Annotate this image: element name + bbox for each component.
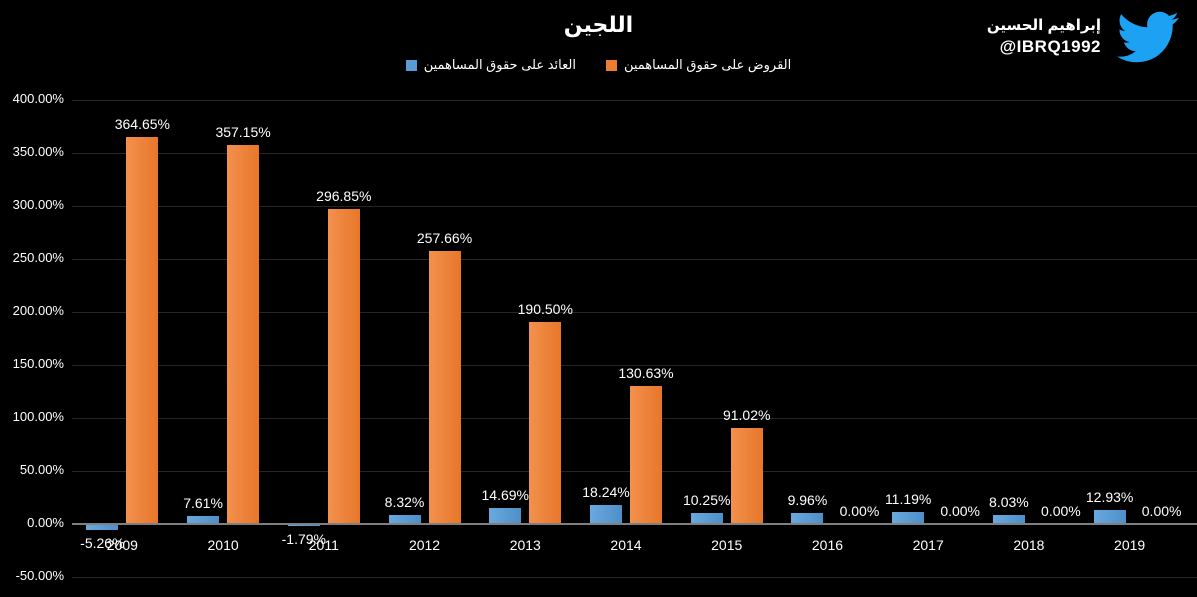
- data-label-loans-2017: 0.00%: [940, 503, 981, 519]
- author-name: إبراهيم الحسين: [986, 17, 1101, 34]
- legend-entry-roe: العائد على حقوق المساهمين: [405, 57, 576, 73]
- legend-label-roe: العائد على حقوق المساهمين: [423, 57, 576, 72]
- bar-loans-2009: [126, 137, 159, 524]
- data-label-roe-2013: 14.69%: [481, 487, 529, 504]
- data-label-loans-2014: 130.63%: [618, 364, 674, 381]
- data-label-loans-2015: 91.02%: [722, 406, 771, 423]
- y-axis-tick-label: -50.00%: [15, 568, 64, 583]
- data-label-roe-2009: -5.26%: [80, 534, 125, 551]
- x-axis-zero-line: [72, 523, 1197, 525]
- bar-loans-2015: [730, 427, 763, 524]
- x-axis-label-2012: 2012: [408, 537, 441, 553]
- data-label-roe-2016: 9.96%: [787, 492, 828, 509]
- data-label-roe-2019: 12.93%: [1085, 489, 1134, 506]
- twitter-bird-icon: [1109, 6, 1187, 68]
- data-label-roe-2017: 11.19%: [884, 491, 932, 508]
- y-axis-tick-label: 0.00%: [27, 515, 64, 530]
- y-axis-tick-label: 250.00%: [12, 250, 64, 265]
- data-label-roe-2012: 8.32%: [384, 494, 425, 511]
- x-axis-label-2017: 2017: [912, 537, 944, 553]
- y-axis-tick-label: 350.00%: [12, 144, 64, 159]
- bar-roe-2018: [992, 515, 1025, 524]
- y-axis-tick-label: 400.00%: [12, 91, 64, 106]
- x-axis-label-2019: 2019: [1114, 537, 1146, 553]
- legend-label-loans: القروض على حقوق المساهمين: [623, 57, 792, 72]
- gridline: [72, 259, 1197, 260]
- y-axis-tick-label: 150.00%: [12, 356, 64, 371]
- chart-title: اللجين: [563, 12, 634, 37]
- bar-loans-2012: [428, 250, 461, 524]
- x-axis-label-2009: 2009: [106, 537, 138, 553]
- bar-loans-2013: [529, 322, 562, 524]
- x-axis-label-2013: 2013: [509, 537, 541, 553]
- x-axis-label-2016: 2016: [811, 537, 844, 553]
- data-label-loans-2019: 0.00%: [1141, 503, 1182, 519]
- bar-loans-2014: [630, 385, 662, 524]
- data-label-loans-2012: 257.66%: [416, 229, 473, 246]
- data-label-loans-2016: 0.00%: [839, 503, 880, 519]
- bar-loans-2010: [227, 145, 260, 524]
- data-label-roe-2010: 7.61%: [183, 494, 223, 511]
- gridline: [72, 100, 1197, 101]
- gridline: [72, 312, 1197, 313]
- data-label-roe-2011: -1.79%: [281, 530, 326, 547]
- author-watermark: إبراهيم الحسين @IBRQ1992: [987, 6, 1187, 68]
- bar-roe-2019: [1093, 510, 1126, 524]
- bar-roe-2014: [590, 504, 622, 524]
- bar-roe-2016: [791, 513, 824, 524]
- gridline: [72, 365, 1197, 366]
- bar-roe-2017: [892, 512, 925, 524]
- bar-roe-2015: [690, 513, 723, 524]
- gridline: [72, 577, 1197, 578]
- gridline: [72, 206, 1197, 207]
- bar-roe-2012: [388, 515, 421, 524]
- data-label-roe-2015: 10.25%: [682, 492, 731, 509]
- data-label-loans-2013: 190.50%: [517, 301, 573, 318]
- y-axis-tick-label: 200.00%: [12, 303, 64, 318]
- data-label-roe-2018: 8.03%: [989, 494, 1029, 511]
- legend-swatch-blue-icon: [405, 59, 417, 71]
- author-handle: @IBRQ1992: [999, 36, 1101, 56]
- data-label-loans-2010: 357.15%: [215, 124, 271, 141]
- y-axis-tick-label: 50.00%: [19, 462, 64, 477]
- legend-entry-loans: القروض على حقوق المساهمين: [605, 57, 792, 73]
- author-text: إبراهيم الحسين @IBRQ1992: [987, 17, 1101, 57]
- y-axis-tick-label: 100.00%: [12, 409, 64, 424]
- x-axis-label-2010: 2010: [207, 537, 239, 553]
- data-label-loans-2018: 0.00%: [1041, 503, 1081, 519]
- gridline: [72, 153, 1197, 154]
- x-axis-label-2011: 2011: [308, 537, 339, 553]
- x-axis-label-2018: 2018: [1013, 537, 1045, 553]
- bar-roe-2010: [187, 515, 220, 524]
- bar-roe-2013: [489, 508, 522, 524]
- chart-legend: العائد على حقوق المساهمين القروض على حقو…: [0, 57, 1197, 73]
- x-axis-label-2014: 2014: [610, 537, 642, 553]
- data-label-loans-2009: 364.65%: [114, 116, 170, 133]
- y-axis-tick-label: 300.00%: [12, 197, 64, 212]
- data-label-loans-2011: 296.85%: [316, 188, 372, 205]
- x-axis-label-2015: 2015: [711, 537, 743, 553]
- legend-swatch-orange-icon: [605, 59, 617, 71]
- bar-roe-2009: [86, 524, 119, 530]
- data-label-roe-2014: 18.24%: [582, 483, 630, 500]
- bar-loans-2011: [327, 209, 360, 524]
